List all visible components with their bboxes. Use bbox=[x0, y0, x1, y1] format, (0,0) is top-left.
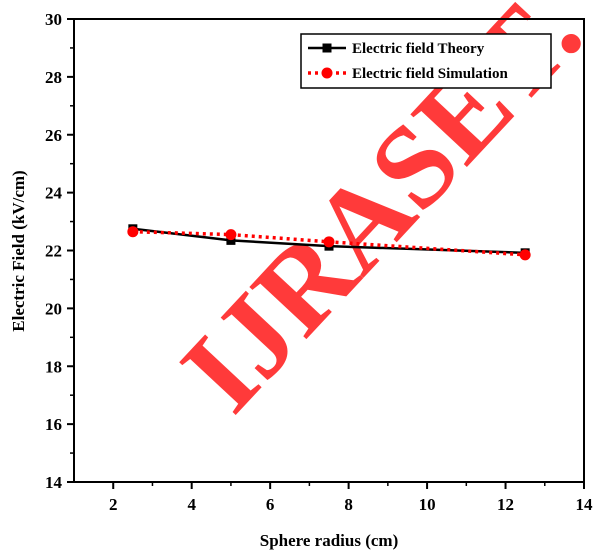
y-axis-title: Electric Field (kV/cm) bbox=[9, 170, 28, 331]
series-layer bbox=[127, 224, 531, 261]
legend-label: Electric field Theory bbox=[352, 41, 485, 57]
x-tick-label: 6 bbox=[266, 495, 275, 514]
x-tick-label: 8 bbox=[344, 495, 353, 514]
y-tick-label: 30 bbox=[45, 10, 62, 29]
x-axis-title: Sphere radius (cm) bbox=[260, 531, 399, 550]
legend-marker bbox=[321, 67, 333, 79]
x-tick-label: 10 bbox=[419, 495, 436, 514]
data-point-marker bbox=[127, 226, 139, 238]
y-tick-label: 18 bbox=[45, 357, 62, 376]
x-tick-label: 14 bbox=[576, 495, 594, 514]
x-tick-label: 2 bbox=[109, 495, 118, 514]
legend: Electric field Theory Electric field Simu… bbox=[300, 33, 552, 89]
x-tick-label: 12 bbox=[497, 495, 514, 514]
y-tick-label: 20 bbox=[45, 299, 62, 318]
data-point-marker bbox=[226, 235, 236, 245]
legend-label: Electric field Simulation bbox=[352, 66, 508, 82]
legend-entry: Electric field Theory bbox=[308, 41, 485, 57]
y-tick-label: 24 bbox=[45, 184, 63, 203]
series-line bbox=[132, 229, 526, 257]
y-tick-label: 26 bbox=[45, 126, 62, 145]
y-tick-label: 16 bbox=[45, 415, 62, 434]
y-tick-label: 22 bbox=[45, 242, 62, 261]
legend-entry: Electric field Simulation bbox=[308, 66, 508, 82]
data-point-marker bbox=[225, 229, 237, 241]
legend-marker bbox=[322, 43, 332, 53]
legend-box bbox=[300, 33, 552, 89]
data-point-marker bbox=[323, 236, 335, 248]
y-tick-label: 28 bbox=[45, 68, 62, 87]
y-tick-label: 14 bbox=[45, 473, 63, 492]
series-simulation bbox=[127, 226, 531, 261]
data-point-marker bbox=[519, 249, 531, 261]
x-tick-label: 4 bbox=[187, 495, 196, 514]
